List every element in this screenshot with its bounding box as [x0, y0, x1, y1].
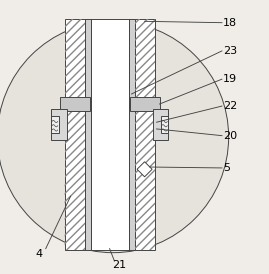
Bar — [134, 19, 155, 250]
Bar — [91, 19, 129, 250]
Text: 4: 4 — [35, 249, 42, 259]
Bar — [51, 116, 59, 133]
Text: 20: 20 — [223, 131, 238, 141]
Text: 21: 21 — [112, 260, 126, 270]
Bar — [60, 97, 90, 112]
Text: 19: 19 — [223, 74, 238, 84]
Bar — [51, 109, 67, 140]
Text: 23: 23 — [223, 46, 238, 56]
Bar — [65, 19, 85, 250]
Bar — [134, 19, 155, 250]
Bar — [130, 97, 160, 112]
Text: 22: 22 — [223, 101, 238, 111]
Bar — [153, 109, 168, 140]
Circle shape — [0, 21, 229, 253]
Bar — [129, 19, 134, 250]
Bar — [85, 19, 91, 250]
Polygon shape — [137, 162, 152, 177]
Bar — [161, 116, 168, 133]
Text: 18: 18 — [223, 18, 238, 28]
Bar — [65, 19, 85, 250]
Text: 5: 5 — [223, 163, 230, 173]
